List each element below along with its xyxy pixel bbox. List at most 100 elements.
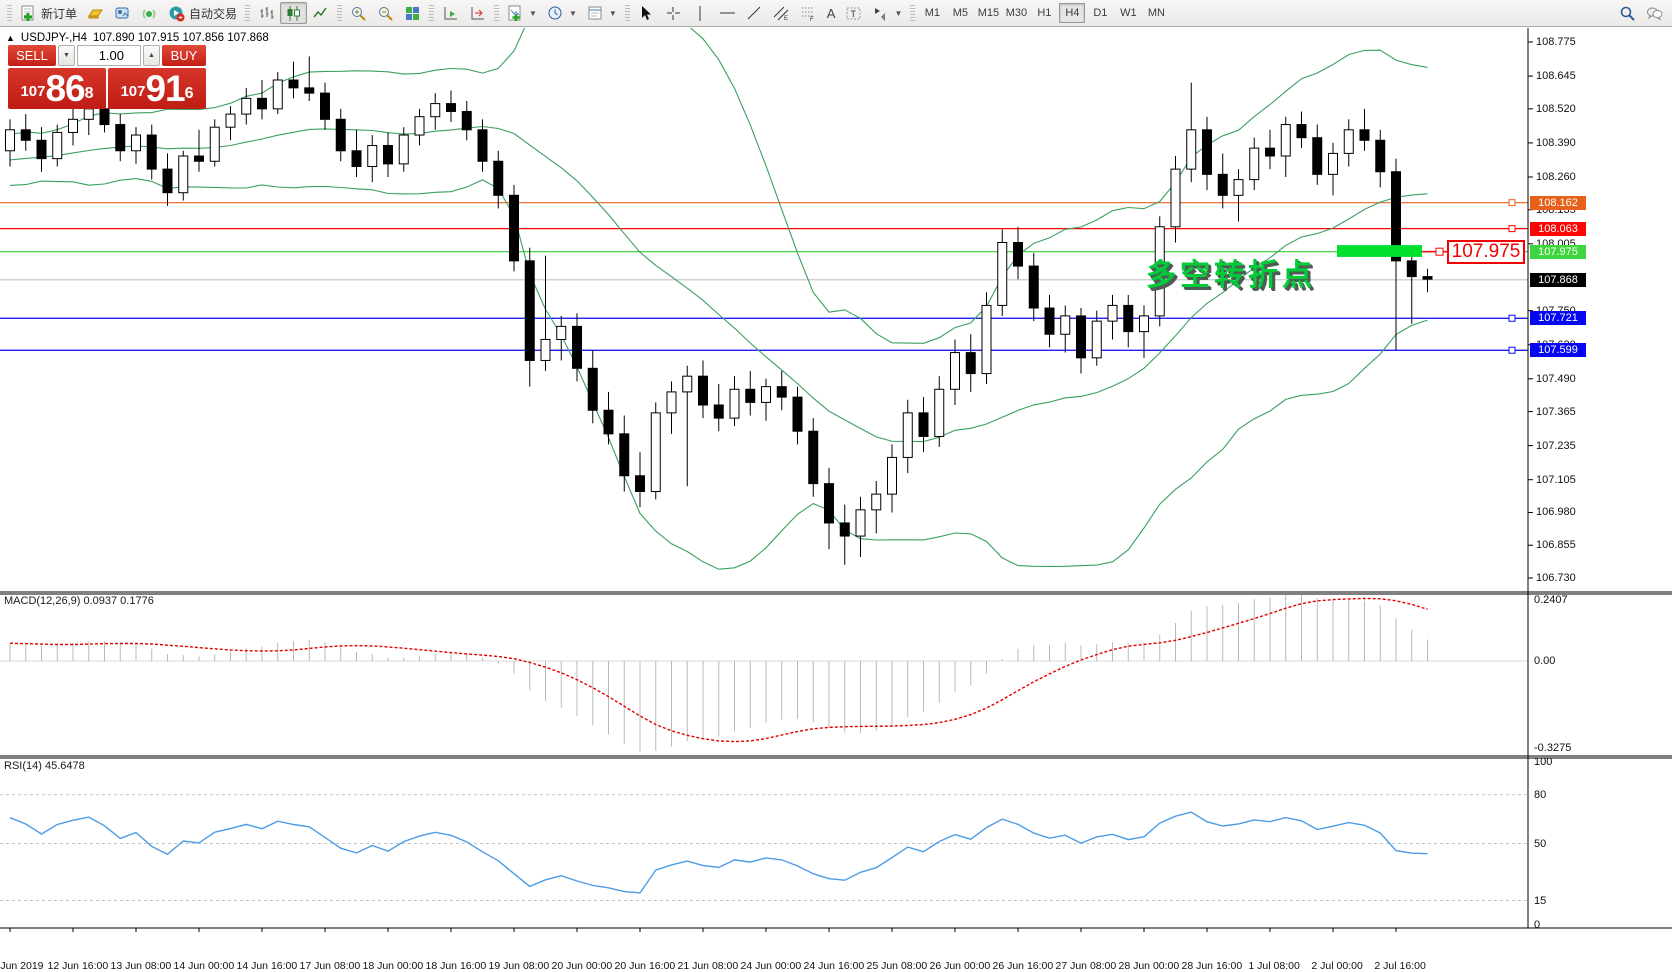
dropdown-arrow-icon: ▼ [894,8,903,18]
line-chart-mode-button[interactable] [307,2,334,24]
auto-trading-button[interactable]: 自动交易 [163,2,242,24]
buy-price-box[interactable]: 107 91 6 [108,68,206,109]
new-order-button[interactable]: 新订单 [15,2,82,24]
cursor-icon [641,5,651,20]
search-button[interactable] [1614,2,1641,24]
toolbar-grip [494,5,500,21]
toolbar-grip [7,5,12,21]
gold-bar-icon [88,9,103,18]
price-scale-tick: 106.855 [1536,539,1576,551]
symbol-info: ▲ USDJPY-,H4 107.890 107.915 107.856 107… [6,32,269,44]
main-toolbar: 新订单 自动交易 [0,0,1672,27]
fibonacci-icon: F [801,7,814,22]
rsi-indicator-label: RSI(14) 45.6478 [4,760,85,772]
time-axis-label: 21 Jun 08:00 [677,960,739,972]
trendline-tool-button[interactable] [741,2,768,24]
auto-trading-label: 自动交易 [189,6,238,21]
rsi-scale-tick: 50 [1534,838,1547,850]
timeframe-m15-button[interactable]: M15 [977,7,1000,19]
horizontal-line-tool-button[interactable] [714,2,741,24]
tile-windows-icon [406,6,420,20]
timeframe-m30-button[interactable]: M30 [1005,7,1028,19]
sell-price-box[interactable]: 107 86 8 [8,68,106,109]
sell-button[interactable]: SELL [8,45,56,66]
price-level-label: 107.721 [1530,311,1586,325]
signal-button[interactable] [136,2,163,24]
vertical-line-tool-button[interactable] [687,2,714,24]
time-axis-label: 2 Jul 00:00 [1311,960,1363,972]
line-chart-icon [313,7,327,17]
price-scale-tick: 108.775 [1536,36,1576,48]
arrows-tool-button[interactable]: ▼ [867,2,907,24]
price-scale-tick: 108.260 [1536,171,1576,183]
dropdown-arrow-icon: ▼ [529,8,537,18]
candlestick-mode-button[interactable] [280,2,308,24]
sell-price-sup: 8 [84,85,94,102]
market-watch-button[interactable] [82,2,109,24]
fibonacci-tool-button[interactable]: F [795,2,822,24]
timeframe-mn-button[interactable]: MN [1147,7,1165,19]
text-label-tool-button[interactable]: T [840,2,867,24]
time-axis-label: 12 Jun 2019 [0,960,44,972]
rsi-scale-tick: 80 [1534,789,1547,801]
toolbar-grip [910,5,916,21]
buy-button[interactable]: BUY [162,45,206,66]
channel-tool-button[interactable]: E [768,2,795,24]
timeframe-m1-button[interactable]: M1 [924,7,941,19]
sell-price-small: 107 [20,83,46,100]
templates-button[interactable]: ▼ [582,2,622,24]
indicators-button[interactable]: ▼ [502,2,542,24]
timeframe-h1-button[interactable]: H1 [1037,7,1052,19]
rsi-scale-tick: 0 [1534,919,1541,931]
indicators-icon [508,5,521,21]
volume-input[interactable] [77,45,141,66]
timeframe-w1-button[interactable]: W1 [1120,7,1137,19]
price-scale-tick: 107.105 [1536,474,1576,486]
arrows-shapes-icon [875,7,886,21]
buy-price-big: 91 [145,68,185,109]
horizontal-line-icon [719,12,735,13]
auto-scroll-button[interactable] [437,2,464,24]
rsi-scale-tick: 15 [1534,895,1547,907]
trendline-icon [747,6,761,19]
zoom-in-button[interactable] [345,2,372,24]
volume-decrease-button[interactable]: ▼ [58,45,75,66]
timeframe-d1-button[interactable]: D1 [1093,7,1108,19]
time-axis-label: 13 Jun 08:00 [110,960,172,972]
symbol-name: USDJPY-,H4 [20,32,87,44]
time-axis-label: 20 Jun 16:00 [614,960,676,972]
profile-button[interactable] [109,2,136,24]
periods-button[interactable]: ▼ [542,2,582,24]
buy-price-small: 107 [120,83,146,100]
rsi-scale-tick: 100 [1534,756,1553,768]
svg-text:F: F [810,17,814,22]
time-axis-label: 26 Jun 00:00 [929,960,991,972]
svg-text:T: T [851,9,857,19]
tile-windows-button[interactable] [399,2,426,24]
price-scale-tick: 108.645 [1536,70,1576,82]
toolbar-grip [245,5,251,21]
time-axis-label: 1 Jul 08:00 [1248,960,1300,972]
symbol-ohlc: 107.890 107.915 107.856 107.868 [92,32,269,44]
bar-chart-icon [260,6,274,19]
cursor-tool-button[interactable] [633,2,660,24]
collapse-triangle-icon[interactable]: ▲ [6,33,15,43]
chart-window: ▲ USDJPY-,H4 107.890 107.915 107.856 107… [0,28,1672,972]
zoom-out-icon [379,6,393,21]
buy-price-sup: 6 [184,85,194,102]
time-axis-label: 24 Jun 00:00 [740,960,802,972]
timeframe-m5-button[interactable]: M5 [952,7,969,19]
chat-button[interactable] [1641,2,1668,24]
equidistant-channel-icon: E [773,6,789,22]
crosshair-tool-button[interactable] [660,2,687,24]
chart-shift-button[interactable] [464,2,491,24]
price-scale-tick: 107.365 [1536,406,1576,418]
text-tool-button[interactable]: A [822,2,841,24]
timeframe-h4-button[interactable]: H4 [1059,3,1086,23]
volume-increase-button[interactable]: ▲ [143,45,160,66]
bar-chart-mode-button[interactable] [253,2,280,24]
chart-canvas[interactable] [0,28,1672,945]
new-order-label: 新订单 [41,6,78,21]
zoom-out-button[interactable] [372,2,399,24]
